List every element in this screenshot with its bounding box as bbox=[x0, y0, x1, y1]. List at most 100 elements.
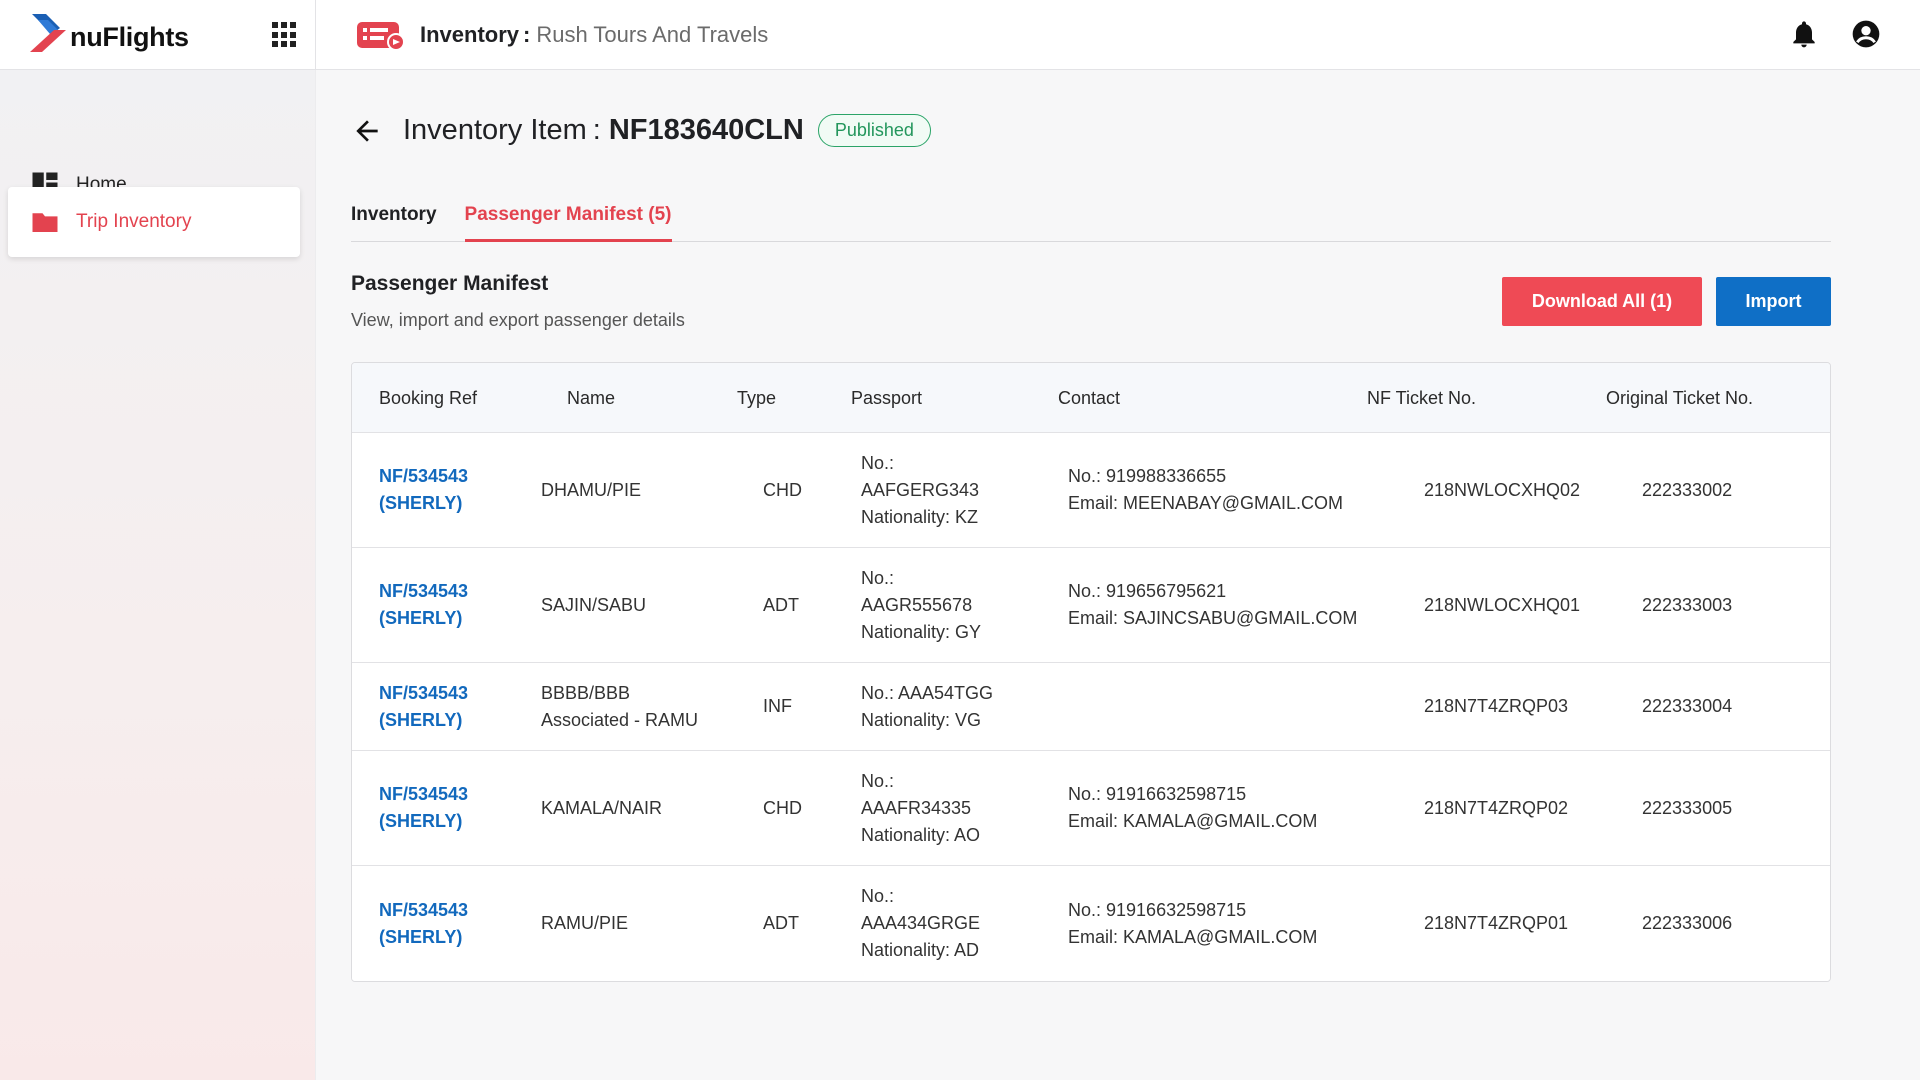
type-cell: ADT bbox=[763, 866, 799, 981]
passport-number: No.: AAA54TGG bbox=[861, 682, 994, 703]
original-ticket-cell: 222333004 bbox=[1642, 663, 1732, 750]
booking-ref-owner[interactable]: (SHERLY) bbox=[379, 926, 463, 947]
name-cell: RAMU/PIE bbox=[541, 866, 628, 981]
header-booking-ref: Booking Ref bbox=[379, 388, 478, 408]
import-button[interactable]: Import bbox=[1716, 277, 1831, 326]
booking-ref-owner[interactable]: (SHERLY) bbox=[379, 709, 463, 730]
download-all-button[interactable]: Download All (1) bbox=[1502, 277, 1702, 326]
booking-ref-cell: NF/534543 (SHERLY) bbox=[379, 433, 468, 547]
passport-cell: No.: AAA54TGG Nationality: VG bbox=[861, 663, 993, 750]
original-ticket-number: 222333006 bbox=[1642, 913, 1733, 933]
nf-ticket-cell: 218N7T4ZRQP03 bbox=[1424, 663, 1568, 750]
booking-ref-owner[interactable]: (SHERLY) bbox=[379, 493, 463, 513]
account-icon[interactable] bbox=[1850, 18, 1882, 50]
top-icons bbox=[1788, 18, 1882, 50]
apps-grid-icon[interactable] bbox=[272, 22, 298, 48]
passenger-type: ADT bbox=[763, 913, 799, 933]
contact-email: Email: MEENABAY@GMAIL.COM bbox=[1068, 493, 1343, 513]
original-ticket-cell: 222333006 bbox=[1642, 866, 1732, 981]
contact-cell: No.: 91916632598715 Email: KAMALA@GMAIL.… bbox=[1068, 751, 1317, 865]
passenger-name: KAMALA/NAIR bbox=[541, 797, 663, 818]
associated-passenger: Associated - RAMU bbox=[541, 709, 699, 730]
section-subtitle: View, import and export passenger detail… bbox=[351, 310, 685, 330]
original-ticket-cell: 222333002 bbox=[1642, 433, 1732, 547]
passport-label: No.: bbox=[861, 452, 895, 473]
contact-email: Email: KAMALA@GMAIL.COM bbox=[1068, 926, 1318, 947]
bell-icon[interactable] bbox=[1788, 18, 1820, 50]
table-row: NF/534543 (SHERLY) SAJIN/SABU ADT No.: A… bbox=[352, 548, 1830, 663]
passenger-name: RAMU/PIE bbox=[541, 913, 629, 933]
table-row: NF/534543 (SHERLY) KAMALA/NAIR CHD No.: … bbox=[352, 751, 1830, 866]
sidebar-item-trip-inventory[interactable]: Trip Inventory bbox=[8, 187, 300, 257]
top-bar: nuFlights Inventory : Rush Tours And Tra… bbox=[0, 0, 1920, 70]
header-title: Inventory : Rush Tours And Travels bbox=[356, 0, 768, 70]
passport-nationality: Nationality: KZ bbox=[861, 506, 979, 527]
contact-cell: No.: 91916632598715 Email: KAMALA@GMAIL.… bbox=[1068, 866, 1317, 981]
title-row: Inventory Item : NF183640CLN Published bbox=[351, 114, 931, 147]
original-ticket-number: 222333002 bbox=[1642, 479, 1733, 500]
booking-ref-link[interactable]: NF/534543 bbox=[379, 899, 469, 920]
booking-ref-owner[interactable]: (SHERLY) bbox=[379, 608, 463, 628]
booking-ref-cell: NF/534543 (SHERLY) bbox=[379, 751, 468, 865]
nf-ticket-number: 218N7T4ZRQP01 bbox=[1424, 913, 1569, 933]
passenger-type: ADT bbox=[763, 594, 799, 615]
sidebar: Home Trip Inventory bbox=[0, 70, 316, 1080]
type-cell: ADT bbox=[763, 548, 799, 662]
passport-number: AAFGERG343 bbox=[861, 479, 980, 500]
passenger-name: DHAMU/PIE bbox=[541, 479, 642, 500]
passenger-table: Booking Ref Name Type Passport Contact N… bbox=[351, 362, 1831, 982]
passport-label: No.: bbox=[861, 567, 895, 588]
passport-cell: No.: AAA434GRGE Nationality: AD bbox=[861, 866, 980, 981]
contact-phone: No.: 919656795621 bbox=[1068, 581, 1227, 601]
tab-inventory[interactable]: Inventory bbox=[351, 204, 437, 225]
nf-ticket-cell: 218N7T4ZRQP01 bbox=[1424, 866, 1568, 981]
tab-passenger-manifest[interactable]: Passenger Manifest (5) bbox=[464, 188, 672, 242]
original-ticket-cell: 222333005 bbox=[1642, 751, 1732, 865]
header-separator: : bbox=[523, 22, 531, 47]
header-original-ticket: Original Ticket No. bbox=[1606, 388, 1754, 408]
nuflights-logo-icon bbox=[30, 14, 66, 52]
passport-nationality: Nationality: AD bbox=[861, 940, 980, 960]
booking-ref-link[interactable]: NF/534543 bbox=[379, 784, 469, 804]
booking-ref-link[interactable]: NF/534543 bbox=[379, 466, 469, 486]
header-type: Type bbox=[737, 388, 777, 408]
original-ticket-number: 222333004 bbox=[1642, 696, 1733, 716]
contact-phone: No.: 91916632598715 bbox=[1068, 784, 1247, 804]
table-row: NF/534543 (SHERLY) DHAMU/PIE CHD No.: AA… bbox=[352, 433, 1830, 548]
header-name: Name bbox=[567, 388, 616, 408]
header-passport: Passport bbox=[851, 388, 923, 408]
contact-phone: No.: 919988336655 bbox=[1068, 466, 1227, 486]
nf-ticket-cell: 218N7T4ZRQP02 bbox=[1424, 751, 1568, 865]
header-label: Inventory bbox=[420, 22, 520, 47]
nf-ticket-number: 218N7T4ZRQP02 bbox=[1424, 797, 1569, 818]
contact-email: Email: KAMALA@GMAIL.COM bbox=[1068, 811, 1318, 831]
page-title: Inventory Item bbox=[403, 114, 587, 146]
back-arrow-icon[interactable] bbox=[351, 115, 383, 147]
passport-nationality: Nationality: GY bbox=[861, 621, 982, 642]
passenger-type: INF bbox=[763, 696, 792, 716]
nf-ticket-number: 218N7T4ZRQP03 bbox=[1424, 696, 1569, 716]
booking-ref-cell: NF/534543 (SHERLY) bbox=[379, 548, 468, 662]
header-contact: Contact bbox=[1058, 388, 1121, 408]
original-ticket-number: 222333005 bbox=[1642, 797, 1733, 818]
passport-number: AAA434GRGE bbox=[861, 913, 981, 933]
passenger-name: BBBB/BBB bbox=[541, 682, 631, 703]
table-row: NF/534543 (SHERLY) RAMU/PIE ADT No.: AAA… bbox=[352, 866, 1830, 981]
passport-number: AAAFR34335 bbox=[861, 797, 972, 818]
nf-ticket-number: 218NWLOCXHQ01 bbox=[1424, 594, 1581, 615]
passenger-type: CHD bbox=[763, 797, 802, 818]
table-header: Booking Ref Name Type Passport Contact N… bbox=[352, 363, 1830, 433]
booking-ref-cell: NF/534543 (SHERLY) bbox=[379, 663, 468, 750]
booking-ref-link[interactable]: NF/534543 bbox=[379, 581, 469, 601]
booking-ref-link[interactable]: NF/534543 bbox=[379, 682, 469, 703]
name-cell: KAMALA/NAIR bbox=[541, 751, 662, 865]
name-cell: BBBB/BBB Associated - RAMU bbox=[541, 663, 698, 750]
passport-cell: No.: AAGR555678 Nationality: GY bbox=[861, 548, 981, 662]
name-cell: DHAMU/PIE bbox=[541, 433, 641, 547]
logo-text: nuFlights bbox=[70, 22, 189, 52]
section-title: Passenger Manifest bbox=[351, 272, 549, 295]
booking-ref-owner[interactable]: (SHERLY) bbox=[379, 811, 463, 831]
inventory-id: NF183640CLN bbox=[608, 114, 804, 146]
table-row: NF/534543 (SHERLY) BBBB/BBB Associated -… bbox=[352, 663, 1830, 751]
status-badge: Published bbox=[817, 114, 931, 147]
